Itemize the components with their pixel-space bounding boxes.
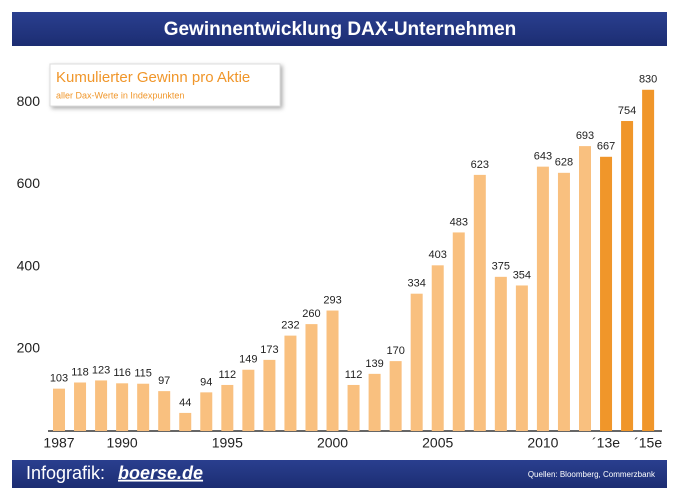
bar bbox=[410, 293, 423, 431]
x-tick-label: 2005 bbox=[422, 435, 453, 451]
bar bbox=[305, 324, 318, 431]
bar bbox=[137, 383, 150, 431]
x-tick-label: ´15e bbox=[634, 435, 662, 451]
data-label: 643 bbox=[534, 151, 552, 163]
data-label: 830 bbox=[639, 74, 657, 86]
y-tick-label: 600 bbox=[17, 175, 41, 191]
bar bbox=[494, 276, 507, 431]
y-tick-label: 400 bbox=[17, 257, 41, 273]
header-bar bbox=[12, 12, 667, 46]
bar bbox=[389, 361, 402, 431]
bar bbox=[284, 335, 297, 431]
chart-title: Gewinnentwicklung DAX-Unternehmen bbox=[164, 19, 517, 40]
bar bbox=[368, 373, 381, 431]
data-label: 693 bbox=[576, 130, 594, 142]
data-label: 115 bbox=[134, 368, 152, 380]
bar bbox=[74, 382, 87, 431]
legend-box bbox=[49, 63, 281, 107]
bar bbox=[579, 146, 591, 431]
data-label: 667 bbox=[597, 141, 615, 153]
bar bbox=[452, 232, 465, 431]
x-tick-label: ´13e bbox=[592, 435, 620, 451]
data-label: 112 bbox=[345, 369, 363, 381]
data-label: 44 bbox=[179, 397, 191, 409]
bar bbox=[536, 166, 549, 431]
data-label: 293 bbox=[323, 294, 341, 306]
data-label: 754 bbox=[618, 105, 636, 117]
bar bbox=[95, 380, 108, 431]
bar bbox=[116, 383, 129, 431]
data-label: 375 bbox=[492, 261, 510, 273]
bar bbox=[53, 388, 65, 431]
brand: boerse.de bbox=[118, 463, 203, 483]
x-tick-label: 1995 bbox=[212, 435, 243, 451]
data-label: 334 bbox=[408, 278, 426, 290]
bar bbox=[326, 310, 339, 431]
data-label: 483 bbox=[450, 216, 468, 228]
bar bbox=[200, 392, 213, 431]
bar bbox=[242, 369, 255, 431]
bar bbox=[473, 174, 486, 431]
data-label: 118 bbox=[71, 366, 89, 378]
bar bbox=[179, 412, 192, 431]
bar bbox=[600, 156, 613, 432]
footer-bar bbox=[12, 460, 667, 488]
bar bbox=[158, 391, 171, 431]
data-label: 123 bbox=[92, 364, 110, 376]
data-label: 149 bbox=[239, 354, 257, 366]
x-tick-label: 2000 bbox=[317, 435, 348, 451]
data-label: 112 bbox=[219, 369, 237, 381]
source: Quellen: Bloomberg, Commerzbank bbox=[528, 470, 656, 479]
y-tick-label: 200 bbox=[17, 339, 41, 355]
bar bbox=[557, 172, 570, 432]
bar bbox=[621, 121, 634, 432]
bar bbox=[642, 89, 655, 432]
data-label: 403 bbox=[429, 249, 447, 261]
data-label: 623 bbox=[471, 159, 489, 171]
data-label: 94 bbox=[200, 376, 212, 388]
x-tick-label: 1990 bbox=[107, 435, 138, 451]
x-tick-label: 1987 bbox=[43, 435, 74, 451]
legend-title: Kumulierter Gewinn pro Aktie bbox=[56, 69, 250, 86]
data-label: 97 bbox=[158, 375, 170, 387]
data-label: 354 bbox=[513, 269, 531, 281]
data-label: 139 bbox=[365, 358, 383, 370]
data-label: 103 bbox=[50, 373, 68, 385]
data-label: 173 bbox=[260, 344, 278, 356]
data-label: 116 bbox=[113, 367, 131, 379]
brand-prefix: Infografik: bbox=[26, 463, 105, 483]
bar bbox=[263, 359, 276, 431]
bar bbox=[347, 384, 360, 431]
bar bbox=[431, 265, 444, 431]
x-tick-label: 2010 bbox=[527, 435, 558, 451]
bar bbox=[221, 384, 234, 431]
bar bbox=[515, 285, 528, 431]
data-label: 170 bbox=[386, 345, 404, 357]
y-tick-label: 800 bbox=[17, 93, 41, 109]
data-label: 628 bbox=[555, 157, 573, 169]
data-label: 260 bbox=[302, 308, 320, 320]
legend-subtitle: aller Dax-Werte in Indexpunkten bbox=[56, 90, 184, 100]
data-label: 232 bbox=[281, 320, 299, 332]
